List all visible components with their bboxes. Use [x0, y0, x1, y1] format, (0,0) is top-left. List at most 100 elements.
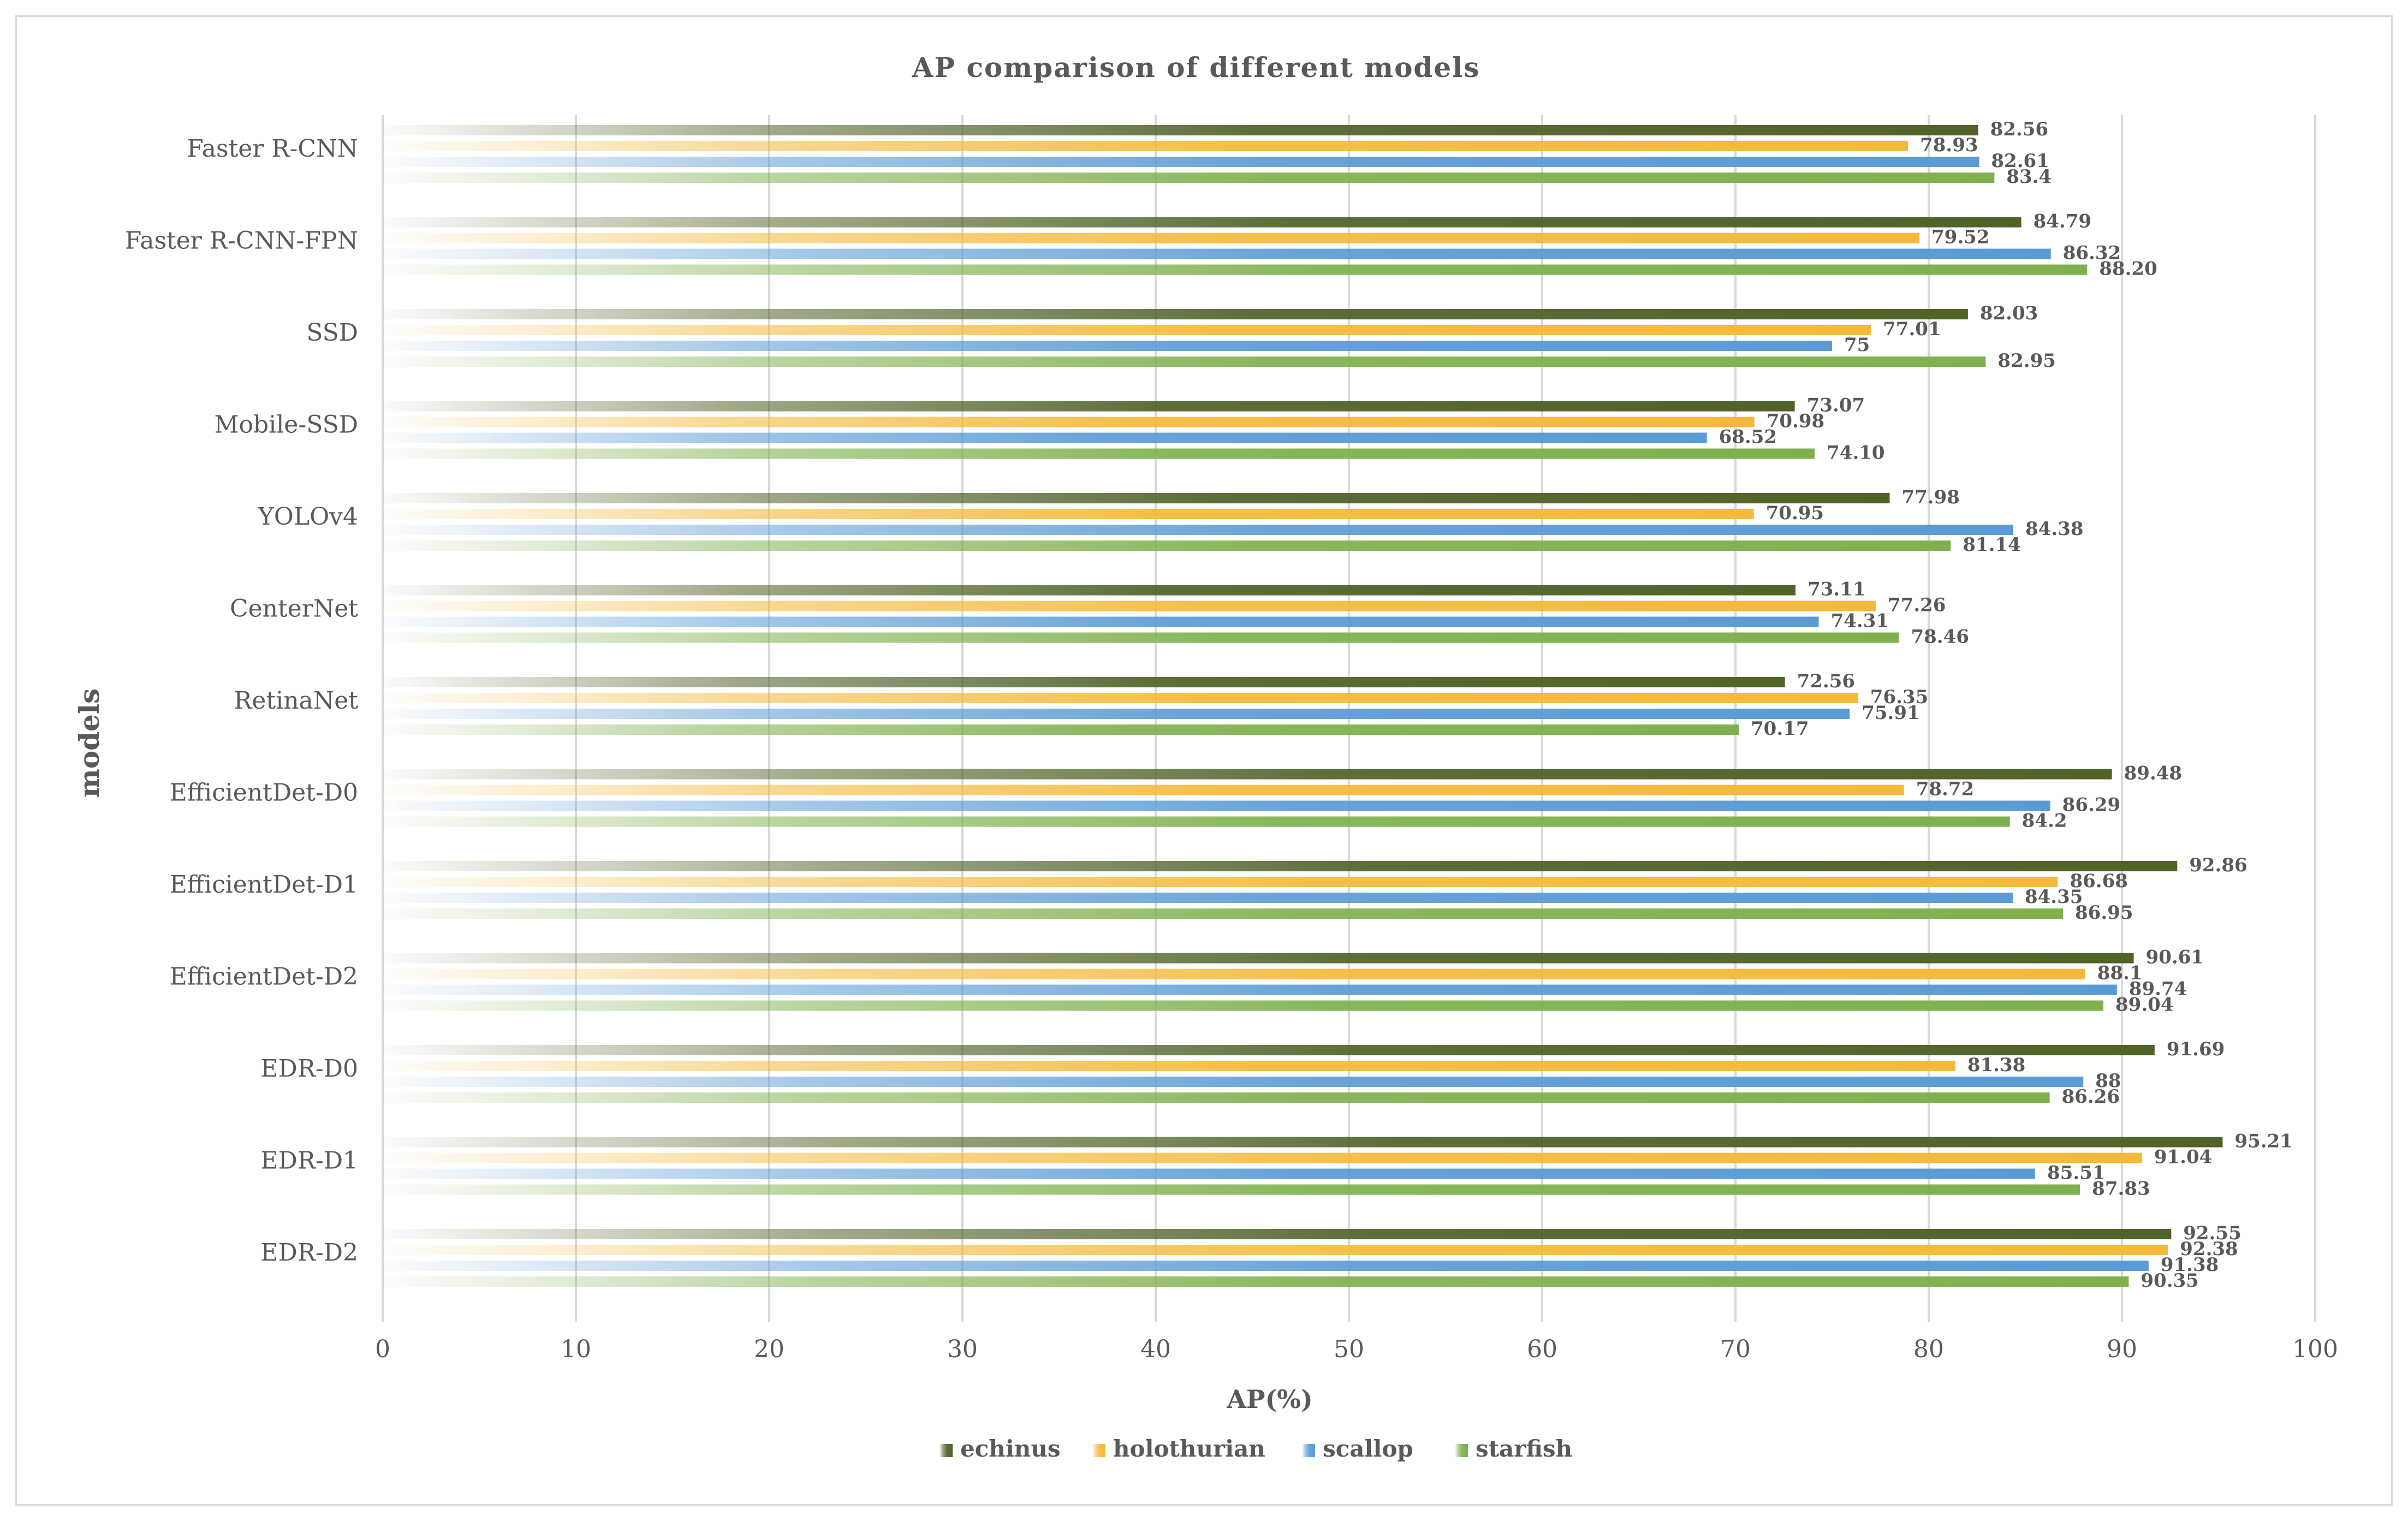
bar-scallop — [383, 248, 2051, 259]
data-label-holothurian: 78.93 — [1920, 134, 1978, 156]
data-label-scallop: 74.31 — [1831, 610, 1889, 632]
bar-starfish — [383, 1000, 2104, 1011]
x-tick-label: 40 — [1140, 1335, 1171, 1363]
y-tick-label: EfficientDet-D1 — [170, 871, 358, 899]
data-label-starfish: 83.4 — [2006, 166, 2052, 188]
bar-holothurian — [383, 693, 1858, 703]
data-label-starfish: 81.14 — [1963, 534, 2020, 556]
data-label-scallop: 91.38 — [2161, 1254, 2219, 1276]
bar-starfish — [383, 632, 1899, 643]
data-label-echinus: 73.07 — [1807, 395, 1865, 417]
bar-scallop — [383, 893, 2013, 903]
bar-holothurian — [383, 1245, 2168, 1255]
bar-scallop — [383, 1077, 2084, 1087]
legend-item-starfish: starfish — [1455, 1435, 1572, 1462]
legend-label-starfish: starfish — [1476, 1435, 1572, 1462]
x-tick-label: 70 — [1720, 1335, 1751, 1363]
data-label-echinus: 72.56 — [1797, 670, 1855, 692]
data-label-starfish: 82.95 — [1997, 350, 2055, 372]
bar-starfish — [383, 816, 2010, 827]
bar-scallop — [383, 709, 1850, 719]
bar-echinus — [383, 585, 1796, 596]
data-label-holothurian: 88.1 — [2097, 962, 2143, 984]
data-label-starfish: 90.35 — [2141, 1270, 2198, 1292]
data-label-echinus: 92.86 — [2189, 854, 2247, 876]
legend: echinus holothurian scallop starfish — [940, 1435, 1572, 1462]
bar-starfish — [383, 540, 1951, 551]
data-label-holothurian: 91.04 — [2154, 1146, 2212, 1168]
data-label-echinus: 90.61 — [2146, 947, 2204, 969]
data-label-scallop: 86.29 — [2062, 794, 2120, 816]
bar-echinus — [383, 125, 1978, 135]
bar-layer — [383, 125, 2223, 1287]
data-label-scallop: 75.91 — [1862, 702, 1919, 724]
data-label-holothurian: 77.26 — [1888, 595, 1946, 616]
data-label-echinus: 91.69 — [2167, 1038, 2225, 1060]
bar-scallop — [383, 341, 1832, 351]
y-tick-label: Faster R-CNN-FPN — [125, 227, 358, 255]
bar-scallop — [383, 800, 2050, 811]
data-label-holothurian: 86.68 — [2070, 870, 2127, 892]
data-label-starfish: 88.20 — [2099, 258, 2157, 280]
data-label-scallop: 82.61 — [1991, 150, 2049, 172]
bar-starfish — [383, 1092, 2050, 1103]
bar-holothurian — [383, 877, 2058, 887]
data-label-starfish: 78.46 — [1911, 626, 1969, 648]
y-tick-label: EDR-D2 — [260, 1239, 358, 1267]
y-tick-label: Mobile-SSD — [214, 411, 358, 439]
bar-holothurian — [383, 325, 1871, 335]
data-label-echinus: 77.98 — [1901, 486, 1959, 508]
x-tick-label: 100 — [2292, 1335, 2338, 1363]
data-label-scallop: 84.38 — [2025, 518, 2083, 540]
legend-swatch-echinus — [940, 1444, 953, 1457]
bar-holothurian — [383, 1152, 2142, 1163]
bar-holothurian — [383, 785, 1904, 795]
data-label-holothurian: 77.01 — [1883, 318, 1941, 340]
y-tick-layer: Faster R-CNN Faster R-CNN-FPN SSD Mobile-SS… — [125, 135, 359, 1267]
legend-swatch-scallop — [1302, 1444, 1315, 1457]
x-tick-label: 60 — [1527, 1335, 1557, 1363]
data-label-starfish: 74.10 — [1827, 442, 1884, 464]
bar-echinus — [383, 1045, 2155, 1055]
data-label-echinus: 84.79 — [2034, 211, 2091, 233]
bar-starfish — [383, 1184, 2080, 1195]
y-tick-label: EfficientDet-D0 — [170, 779, 358, 807]
x-axis-label: AP(%) — [1226, 1385, 1313, 1414]
bar-echinus — [383, 1137, 2223, 1148]
legend-item-echinus: echinus — [940, 1435, 1061, 1462]
bar-scallop — [383, 525, 2014, 535]
y-tick-label: EDR-D0 — [260, 1055, 358, 1083]
bar-echinus — [383, 493, 1890, 503]
bar-holothurian — [383, 509, 1754, 519]
bar-echinus — [383, 401, 1795, 412]
bar-starfish — [383, 908, 2064, 919]
legend-swatch-holothurian — [1092, 1444, 1105, 1457]
bar-starfish — [383, 448, 1815, 459]
data-label-scallop: 84.35 — [2025, 886, 2083, 908]
data-label-holothurian: 78.72 — [1916, 779, 1974, 800]
data-label-echinus: 82.56 — [1990, 118, 2048, 140]
chart-frame: AP comparison of different models 82.56 7… — [15, 15, 2393, 1506]
legend-item-holothurian: holothurian — [1092, 1435, 1265, 1462]
data-label-scallop: 89.74 — [2129, 978, 2187, 1000]
data-label-starfish: 89.04 — [2115, 994, 2173, 1016]
legend-label-holothurian: holothurian — [1113, 1435, 1265, 1462]
legend-item-scallop: scallop — [1302, 1435, 1413, 1462]
data-label-starfish: 86.95 — [2075, 902, 2133, 924]
x-tick-layer: 0 10 20 30 40 50 60 70 80 90 100 — [375, 1335, 2338, 1363]
bar-starfish — [383, 173, 1995, 183]
bar-holothurian — [383, 1061, 1955, 1071]
bar-holothurian — [383, 601, 1876, 611]
data-label-scallop: 86.32 — [2063, 242, 2121, 264]
data-label-starfish: 87.83 — [2092, 1178, 2150, 1200]
bar-echinus — [383, 309, 1968, 319]
bar-echinus — [383, 677, 1785, 687]
y-tick-label: EDR-D1 — [260, 1147, 358, 1175]
data-label-starfish: 70.17 — [1751, 718, 1809, 740]
bar-holothurian — [383, 417, 1755, 427]
data-label-holothurian: 81.38 — [1967, 1054, 2025, 1076]
bar-holothurian — [383, 233, 1920, 243]
data-label-starfish: 86.26 — [2062, 1086, 2120, 1108]
data-label-echinus: 95.21 — [2234, 1131, 2292, 1152]
